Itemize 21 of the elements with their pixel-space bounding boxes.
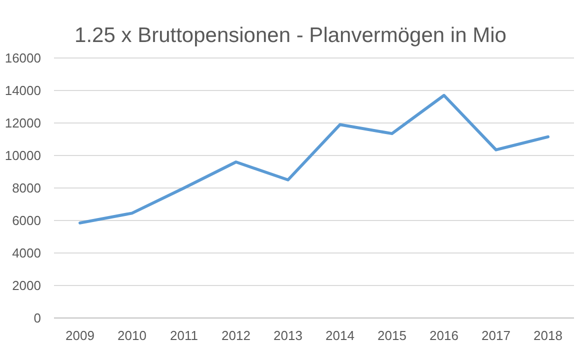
y-tick-label: 12000 — [4, 116, 41, 131]
chart-title: 1.25 x Bruttopensionen - Planvermögen in Mio — [74, 24, 506, 47]
x-tick-label: 2010 — [118, 328, 146, 343]
y-tick-label: 6000 — [12, 213, 41, 228]
y-tick-label: 0 — [34, 310, 41, 326]
y-tick-label: 4000 — [12, 246, 41, 261]
line-series — [78, 94, 550, 224]
x-tick-label: 2017 — [482, 328, 510, 343]
y-tick-label: 10000 — [4, 148, 41, 164]
x-tick-label: 2009 — [66, 328, 94, 343]
x-tick-label: 2016 — [430, 328, 458, 343]
y-tick-label: 16000 — [4, 50, 41, 66]
x-tick-label: 2012 — [222, 328, 250, 343]
x-tick-label: 2011 — [170, 328, 198, 343]
x-tick-label: 2018 — [534, 328, 562, 343]
y-tick-label: 14000 — [4, 83, 41, 98]
x-tick-label: 2013 — [274, 328, 302, 343]
y-tick-label: 8000 — [12, 180, 41, 196]
x-tick-label: 2015 — [378, 328, 406, 343]
x-tick-label: 2014 — [326, 328, 354, 343]
y-tick-label: 2000 — [12, 278, 41, 294]
